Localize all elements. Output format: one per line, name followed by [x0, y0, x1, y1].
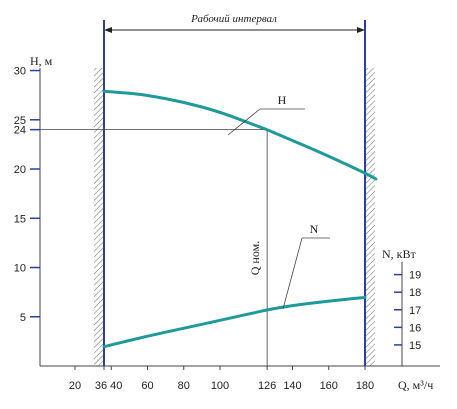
y-left-tick-label: 30: [14, 66, 26, 78]
nominal-q-label: Q ном.: [248, 241, 262, 275]
x-axis-label: Q, м³/ч: [398, 378, 433, 392]
series-n-curve: [102, 295, 367, 349]
x-tick-label: 20: [69, 380, 81, 392]
y-right-tick-label: 15: [409, 340, 421, 352]
y-axis-left-label: H, м: [30, 54, 53, 68]
x-tick-label: 40: [110, 380, 122, 392]
working-interval-header: Рабочий интервал: [104, 13, 365, 33]
x-tick-label: 140: [283, 380, 301, 392]
x-tick-label: 180: [356, 380, 374, 392]
y-left-tick-label: 5: [20, 312, 26, 324]
series-n-label: N: [310, 222, 319, 236]
series-h-curve: [102, 89, 378, 181]
interval-arrow-left: [104, 27, 112, 33]
y-left-tick-label: 25: [14, 115, 26, 127]
x-tick-label: 60: [141, 380, 153, 392]
x-tick-label: 36: [95, 380, 107, 392]
y-left-tick-label: 24: [14, 125, 26, 137]
x-tick-label: 160: [320, 380, 338, 392]
y-left-tick-label: 10: [14, 263, 26, 275]
series-layer: [102, 89, 378, 349]
series-h-label: H: [278, 93, 287, 107]
y-axis-right-label: N, кВт: [382, 247, 417, 261]
y-right-tick-label: 17: [409, 305, 421, 317]
x-tick-label: 80: [178, 380, 190, 392]
y-right-tick-label: 18: [409, 287, 421, 299]
series-n-leader-line: [282, 237, 303, 310]
hatch-left: [94, 68, 104, 366]
interval-label: Рабочий интервал: [190, 13, 277, 25]
y-left-tick-label: 15: [14, 213, 26, 225]
y-right-tick-label: 19: [409, 270, 421, 282]
hatch-right: [365, 68, 375, 366]
x-tick-label: 126: [258, 380, 276, 392]
interval-arrow-right: [357, 27, 365, 33]
y-left-tick-label: 20: [14, 164, 26, 176]
y-right-tick-label: 16: [409, 322, 421, 334]
series-h-leader-line: [227, 108, 261, 136]
x-tick-label: 100: [211, 380, 229, 392]
